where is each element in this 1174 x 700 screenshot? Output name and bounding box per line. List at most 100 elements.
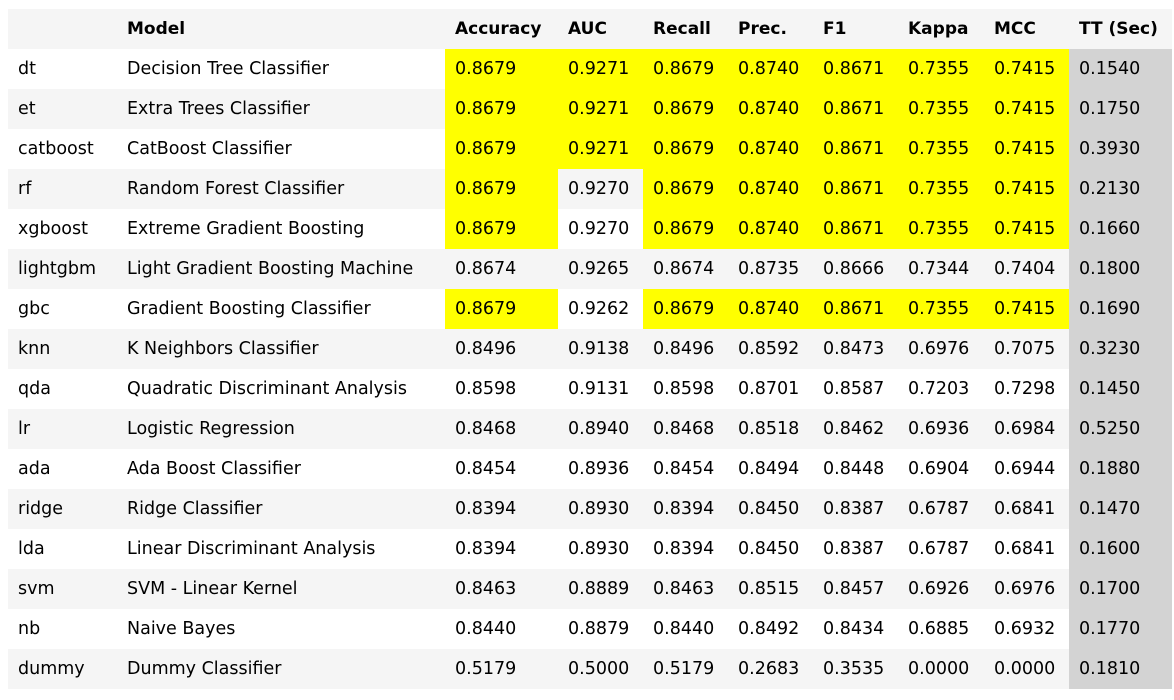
cell-tt: 0.3230 bbox=[1069, 329, 1172, 369]
cell-tt: 0.1700 bbox=[1069, 569, 1172, 609]
cell-model: Quadratic Discriminant Analysis bbox=[127, 379, 407, 399]
header-kappa: Kappa bbox=[908, 19, 969, 39]
cell-prec: 0.8740 bbox=[728, 289, 813, 329]
cell-recall: 0.8496 bbox=[653, 339, 715, 359]
table-row: svm SVM - Linear Kernel 0.8463 0.8889 0.8463… bbox=[8, 569, 1172, 609]
cell-mcc: 0.6932 bbox=[994, 619, 1056, 639]
cell-tt: 0.1450 bbox=[1069, 369, 1172, 409]
cell-auc: 0.8889 bbox=[568, 579, 630, 599]
cell-prec: 0.8492 bbox=[738, 619, 800, 639]
cell-index: dt bbox=[18, 59, 36, 79]
cell-tt: 0.1470 bbox=[1069, 489, 1172, 529]
cell-tt: 0.5250 bbox=[1069, 409, 1172, 449]
header-mcc: MCC bbox=[994, 19, 1036, 39]
cell-recall: 0.8598 bbox=[653, 379, 715, 399]
header-f1: F1 bbox=[823, 19, 847, 39]
cell-mcc: 0.7404 bbox=[994, 259, 1056, 279]
cell-recall: 0.5179 bbox=[653, 659, 715, 679]
cell-index: lr bbox=[18, 419, 31, 439]
cell-recall: 0.8679 bbox=[643, 89, 728, 129]
cell-model: Logistic Regression bbox=[127, 419, 295, 439]
cell-mcc: 0.7415 bbox=[984, 169, 1069, 209]
cell-prec: 0.8740 bbox=[728, 89, 813, 129]
cell-auc: 0.9265 bbox=[568, 259, 630, 279]
cell-model: Decision Tree Classifier bbox=[127, 59, 329, 79]
cell-auc: 0.9271 bbox=[558, 49, 643, 89]
cell-tt: 0.2130 bbox=[1069, 169, 1172, 209]
cell-accuracy: 0.8679 bbox=[445, 49, 558, 89]
table-row: ridge Ridge Classifier 0.8394 0.8930 0.8394 0… bbox=[8, 489, 1172, 529]
cell-model: Dummy Classifier bbox=[127, 659, 282, 679]
cell-kappa: 0.7355 bbox=[898, 49, 984, 89]
cell-f1: 0.8671 bbox=[813, 49, 898, 89]
cell-tt: 0.1600 bbox=[1069, 529, 1172, 569]
cell-auc: 0.9138 bbox=[568, 339, 630, 359]
cell-f1: 0.8448 bbox=[823, 459, 885, 479]
cell-model: Linear Discriminant Analysis bbox=[127, 539, 376, 559]
cell-prec: 0.8592 bbox=[738, 339, 800, 359]
cell-index: xgboost bbox=[18, 219, 88, 239]
model-comparison-table: Model Accuracy AUC Recall Prec. F1 Kappa… bbox=[8, 9, 1172, 689]
cell-auc: 0.8879 bbox=[568, 619, 630, 639]
cell-kappa: 0.6787 bbox=[908, 499, 970, 519]
cell-tt: 0.1810 bbox=[1069, 649, 1172, 689]
table-row: dummy Dummy Classifier 0.5179 0.5000 0.5179 0… bbox=[8, 649, 1172, 689]
cell-f1: 0.8671 bbox=[813, 209, 898, 249]
cell-accuracy: 0.8394 bbox=[455, 499, 517, 519]
table-row: lightgbm Light Gradient Boosting Machine 0… bbox=[8, 249, 1172, 289]
table-body: dt Decision Tree Classifier 0.8679 0.9271 0.… bbox=[8, 49, 1172, 689]
cell-f1: 0.8473 bbox=[823, 339, 885, 359]
cell-tt: 0.1750 bbox=[1069, 89, 1172, 129]
cell-mcc: 0.6976 bbox=[994, 579, 1056, 599]
cell-accuracy: 0.8440 bbox=[455, 619, 517, 639]
cell-tt: 0.1540 bbox=[1069, 49, 1172, 89]
cell-tt: 0.1660 bbox=[1069, 209, 1172, 249]
cell-mcc: 0.6944 bbox=[994, 459, 1056, 479]
cell-tt: 0.3930 bbox=[1069, 129, 1172, 169]
cell-kappa: 0.6885 bbox=[908, 619, 970, 639]
cell-auc: 0.9270 bbox=[568, 219, 630, 239]
cell-mcc: 0.6984 bbox=[994, 419, 1056, 439]
cell-accuracy: 0.8468 bbox=[455, 419, 517, 439]
cell-f1: 0.3535 bbox=[823, 659, 885, 679]
cell-prec: 0.8735 bbox=[738, 259, 800, 279]
cell-tt: 0.1770 bbox=[1069, 609, 1172, 649]
cell-tt: 0.1690 bbox=[1069, 289, 1172, 329]
cell-auc: 0.9271 bbox=[558, 89, 643, 129]
cell-auc: 0.9131 bbox=[568, 379, 630, 399]
cell-prec: 0.8740 bbox=[728, 209, 813, 249]
cell-auc: 0.8930 bbox=[568, 539, 630, 559]
table-row: et Extra Trees Classifier 0.8679 0.9271 0.86… bbox=[8, 89, 1172, 129]
cell-f1: 0.8457 bbox=[823, 579, 885, 599]
cell-kappa: 0.7203 bbox=[908, 379, 970, 399]
cell-index: nb bbox=[18, 619, 41, 639]
table-row: lr Logistic Regression 0.8468 0.8940 0.8468 0… bbox=[8, 409, 1172, 449]
cell-mcc: 0.6841 bbox=[994, 539, 1056, 559]
cell-index: lightgbm bbox=[18, 259, 97, 279]
cell-accuracy: 0.8679 bbox=[445, 89, 558, 129]
cell-index: qda bbox=[18, 379, 51, 399]
cell-model: CatBoost Classifier bbox=[127, 139, 292, 159]
cell-model: Extreme Gradient Boosting bbox=[127, 219, 365, 239]
cell-f1: 0.8671 bbox=[813, 129, 898, 169]
table-row: knn K Neighbors Classifier 0.8496 0.9138 0.8… bbox=[8, 329, 1172, 369]
cell-recall: 0.8463 bbox=[653, 579, 715, 599]
cell-accuracy: 0.8674 bbox=[455, 259, 517, 279]
cell-model: Gradient Boosting Classifier bbox=[127, 299, 371, 319]
header-tt: TT (Sec) bbox=[1079, 19, 1158, 39]
cell-kappa: 0.7355 bbox=[898, 169, 984, 209]
cell-prec: 0.8450 bbox=[738, 539, 800, 559]
cell-auc: 0.8936 bbox=[568, 459, 630, 479]
cell-accuracy: 0.8679 bbox=[445, 129, 558, 169]
header-prec: Prec. bbox=[738, 19, 787, 39]
cell-index: et bbox=[18, 99, 36, 119]
table-row: gbc Gradient Boosting Classifier 0.8679 0.9… bbox=[8, 289, 1172, 329]
cell-mcc: 0.6841 bbox=[994, 499, 1056, 519]
cell-prec: 0.8518 bbox=[738, 419, 800, 439]
table-row: nb Naive Bayes 0.8440 0.8879 0.8440 0.8492 0.8… bbox=[8, 609, 1172, 649]
cell-index: knn bbox=[18, 339, 51, 359]
cell-prec: 0.8450 bbox=[738, 499, 800, 519]
header-model: Model bbox=[127, 19, 186, 39]
cell-prec: 0.8701 bbox=[738, 379, 800, 399]
cell-model: Ridge Classifier bbox=[127, 499, 263, 519]
